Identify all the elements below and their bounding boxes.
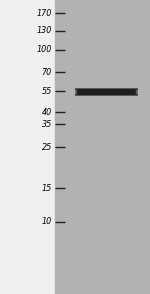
- Text: 170: 170: [36, 9, 52, 18]
- Text: 40: 40: [42, 108, 52, 117]
- Text: 55: 55: [42, 87, 52, 96]
- Bar: [55, 0, 150, 294]
- Text: 25: 25: [42, 143, 52, 151]
- Text: 15: 15: [42, 184, 52, 193]
- Bar: [0, 0, 55, 294]
- Text: 100: 100: [36, 46, 52, 54]
- Text: 35: 35: [42, 120, 52, 129]
- Text: 70: 70: [42, 68, 52, 76]
- Text: 130: 130: [36, 26, 52, 35]
- Text: 10: 10: [42, 218, 52, 226]
